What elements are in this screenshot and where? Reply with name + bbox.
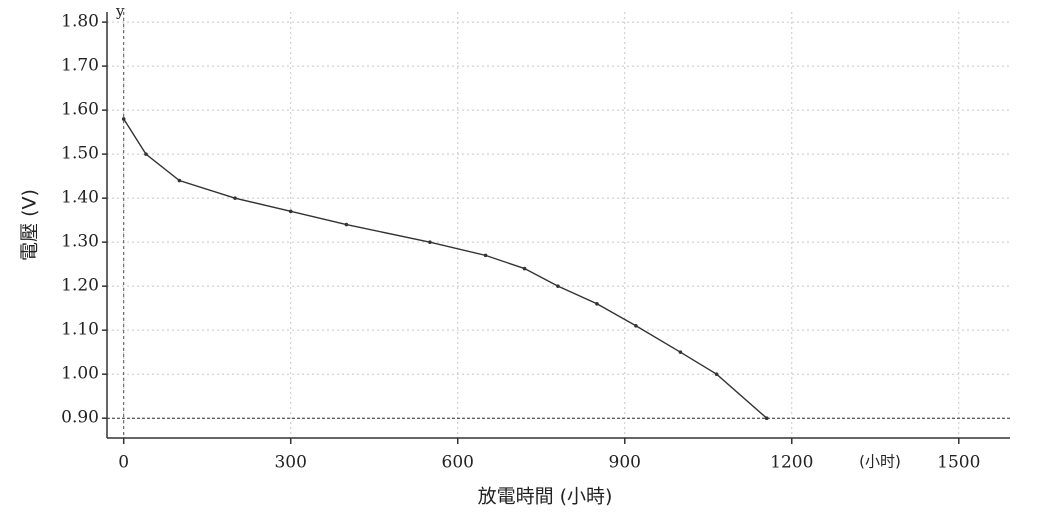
x-tick-label: 0 <box>118 453 129 473</box>
point <box>177 178 182 183</box>
y-tick-label: 1.10 <box>61 320 99 340</box>
y-tick-label: 1.20 <box>61 276 99 296</box>
y-tick-label: 1.80 <box>61 12 99 32</box>
point <box>634 323 638 328</box>
point <box>144 152 148 156</box>
y-tick-label: 1.60 <box>61 100 99 120</box>
y-axis-marker: y <box>115 2 125 20</box>
x-axis-label: 放電時間 (小時) <box>478 486 613 508</box>
x-tick-label: 600 <box>442 453 474 473</box>
x-tick-label: 900 <box>609 453 641 473</box>
point <box>764 416 769 420</box>
y-axis-label: 電壓 (V) <box>19 189 41 261</box>
point <box>595 301 599 306</box>
point <box>344 222 349 227</box>
point <box>714 372 719 376</box>
x-tick-label: 1200 <box>770 453 813 473</box>
point <box>233 196 237 200</box>
point <box>678 350 683 354</box>
x-tick-label: 300 <box>274 453 306 473</box>
point <box>556 284 560 288</box>
y-tick-label: 1.40 <box>61 188 99 208</box>
point <box>288 209 293 214</box>
y-tick-label: 1.00 <box>61 364 99 384</box>
y-tick-label: 1.50 <box>61 144 99 164</box>
y-tick-label: 1.70 <box>61 56 99 76</box>
point <box>428 240 432 244</box>
y-tick-label: 0.90 <box>61 408 99 428</box>
point <box>483 253 488 258</box>
y-tick-label: 1.30 <box>61 232 99 252</box>
x-unit-note: (小时) <box>859 453 901 471</box>
x-tick-label: 1500 <box>937 453 980 473</box>
point <box>121 117 126 121</box>
point <box>522 266 527 271</box>
